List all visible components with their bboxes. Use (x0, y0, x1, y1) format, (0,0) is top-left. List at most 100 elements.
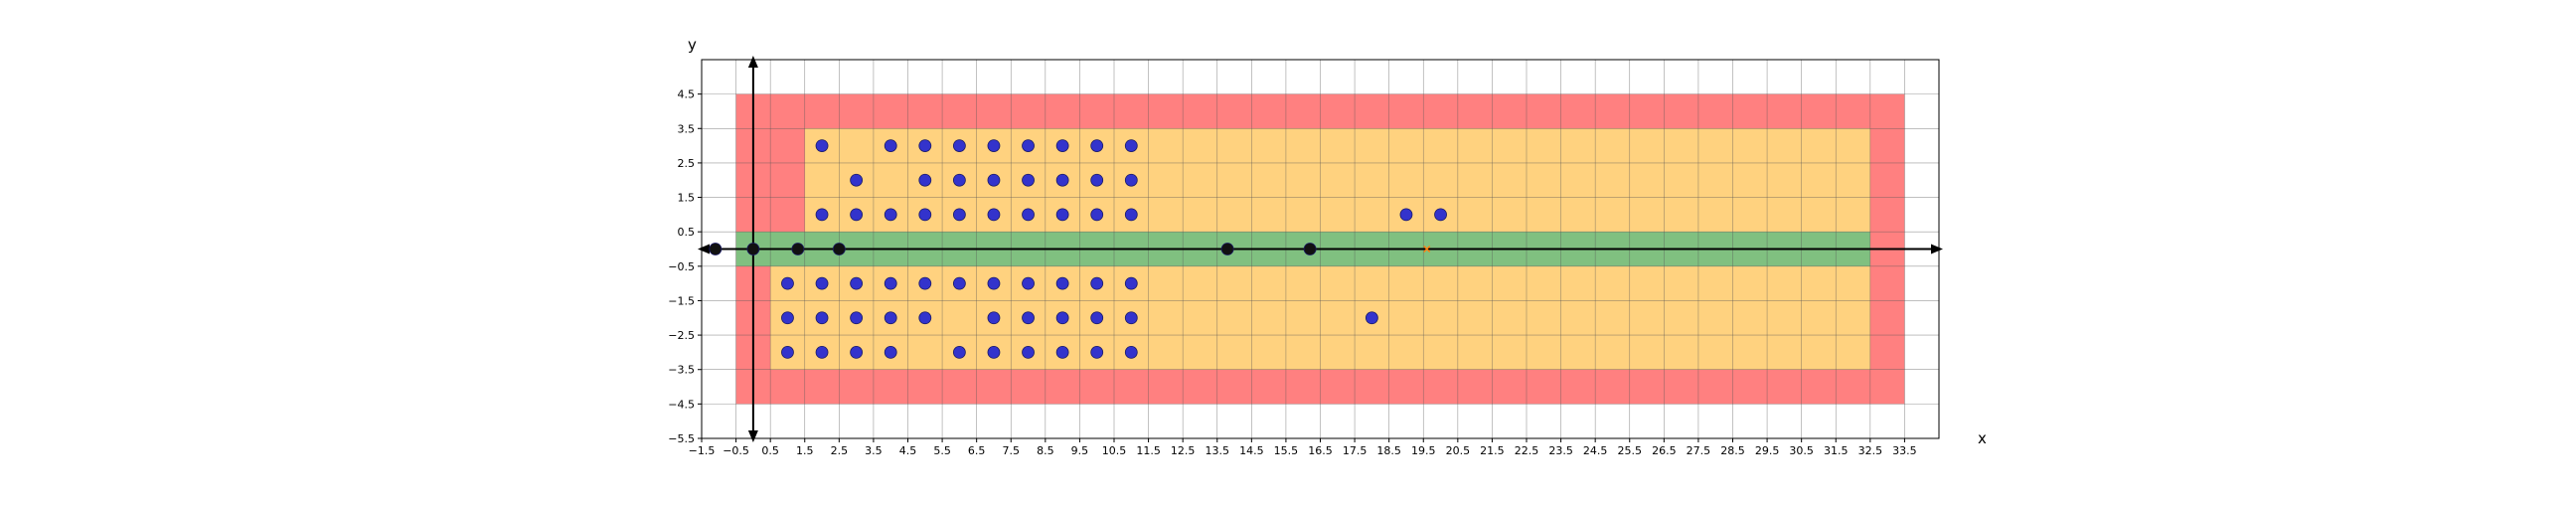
y-tick-label-1: −4.5 (668, 398, 695, 411)
x-tick-label-16: 14.5 (1239, 444, 1264, 457)
series-0-point-0 (815, 139, 829, 152)
x-tick-label-15: 13.5 (1206, 444, 1230, 457)
series-0-point-55 (952, 346, 966, 359)
x-tick-label-13: 11.5 (1136, 444, 1161, 457)
series-0-point-42 (850, 311, 864, 325)
points-layer (709, 139, 1447, 359)
x-tick-label-31: 29.5 (1755, 444, 1780, 457)
series-2-point-0 (1423, 245, 1431, 253)
x-tick-label-17: 15.5 (1274, 444, 1299, 457)
y-axis-label: y (688, 36, 697, 54)
cross-stroke-b (1423, 245, 1431, 253)
series-1-point-0 (709, 243, 723, 255)
x-tick-label-12: 10.5 (1102, 444, 1127, 457)
series-0-point-25 (1090, 208, 1104, 222)
series-0-point-1 (884, 139, 897, 152)
series-0-point-33 (918, 276, 932, 290)
series-0-point-46 (1022, 311, 1035, 325)
series-0-point-19 (884, 208, 897, 222)
x-tick-label-9: 7.5 (1003, 444, 1021, 457)
series-0-point-40 (781, 311, 794, 325)
series-0-point-37 (1055, 276, 1069, 290)
x-tick-label-11: 9.5 (1071, 444, 1089, 457)
x-tick-label-14: 12.5 (1171, 444, 1196, 457)
series-0-point-49 (1124, 311, 1138, 325)
x-tick-label-29: 27.5 (1687, 444, 1711, 457)
series-0-point-36 (1022, 276, 1035, 290)
x-tick-label-33: 31.5 (1824, 444, 1849, 457)
series-0-point-47 (1055, 311, 1069, 325)
series-1-point-4 (1220, 243, 1234, 255)
series-1-point-5 (1303, 243, 1317, 255)
y-tick-label-5: −0.5 (668, 260, 695, 273)
x-tick-label-7: 5.5 (933, 444, 951, 457)
x-tick-label-30: 28.5 (1720, 444, 1745, 457)
x-tick-label-3: 1.5 (796, 444, 814, 457)
x-tick-label-25: 23.5 (1548, 444, 1573, 457)
series-0-point-10 (918, 173, 932, 187)
series-0-point-31 (850, 276, 864, 290)
series-0-point-26 (1124, 208, 1138, 222)
series-0-point-22 (987, 208, 1001, 222)
series-0-point-7 (1090, 139, 1104, 152)
x-tick-label-28: 26.5 (1652, 444, 1677, 457)
series-0-point-39 (1124, 276, 1138, 290)
y-tick-label-4: −1.5 (668, 294, 695, 307)
y-tick-label-3: −2.5 (668, 329, 695, 342)
y-tick-label-10: 4.5 (678, 88, 696, 101)
region-2 (804, 128, 1870, 233)
series-0-point-41 (815, 311, 829, 325)
series-0-point-23 (1022, 208, 1035, 222)
x-tick-label-24: 22.5 (1515, 444, 1539, 457)
y-tick-label-8: 2.5 (678, 157, 696, 170)
x-tick-label-20: 18.5 (1376, 444, 1401, 457)
series-1-point-1 (746, 243, 760, 255)
series-0-point-27 (1399, 208, 1413, 222)
series-0-point-32 (884, 276, 897, 290)
x-tick-label-27: 25.5 (1618, 444, 1643, 457)
y-tick-label-6: 0.5 (678, 226, 696, 239)
x-tick-label-34: 32.5 (1858, 444, 1883, 457)
series-0-point-2 (918, 139, 932, 152)
series-0-point-9 (850, 173, 864, 187)
series-0-point-15 (1090, 173, 1104, 187)
series-0-point-52 (815, 346, 829, 359)
series-0-point-29 (781, 276, 794, 290)
x-tick-label-26: 24.5 (1583, 444, 1608, 457)
series-0-point-8 (1124, 139, 1138, 152)
series-0-point-58 (1055, 346, 1069, 359)
series-0-point-11 (952, 173, 966, 187)
x-tick-label-23: 21.5 (1480, 444, 1505, 457)
series-1-point-3 (832, 243, 846, 255)
series-0-point-35 (987, 276, 1001, 290)
series-0-point-45 (987, 311, 1001, 325)
series-0-point-6 (1055, 139, 1069, 152)
y-tick-label-0: −5.5 (668, 432, 695, 445)
x-tick-label-21: 19.5 (1411, 444, 1436, 457)
x-axis-arrow-left (698, 244, 710, 254)
series-0-point-12 (987, 173, 1001, 187)
series-0-point-34 (952, 276, 966, 290)
series-0-point-60 (1124, 346, 1138, 359)
x-axis-label: x (1978, 429, 1987, 447)
x-tick-label-4: 2.5 (831, 444, 849, 457)
series-0-point-20 (918, 208, 932, 222)
x-tick-label-19: 17.5 (1343, 444, 1368, 457)
series-0-point-51 (781, 346, 794, 359)
series-0-point-24 (1055, 208, 1069, 222)
series-0-point-21 (952, 208, 966, 222)
series-0-point-28 (1434, 208, 1447, 222)
y-tick-label-9: 3.5 (678, 122, 696, 135)
series-0-point-14 (1055, 173, 1069, 187)
y-axis-arrow-down (747, 430, 758, 442)
ticks-layer: −1.5 −0.5 0.5 1.5 2.5 3.5 4.5 5.5 6.5 7.5 8.5 9.5 10… (668, 88, 1916, 457)
series-0-point-53 (850, 346, 864, 359)
series-0-point-17 (815, 208, 829, 222)
series-1-point-2 (791, 243, 805, 255)
x-tick-label-0: −1.5 (689, 444, 716, 457)
x-tick-label-5: 3.5 (865, 444, 883, 457)
x-tick-label-1: −0.5 (723, 444, 749, 457)
x-tick-label-10: 8.5 (1037, 444, 1054, 457)
series-0-point-48 (1090, 311, 1104, 325)
